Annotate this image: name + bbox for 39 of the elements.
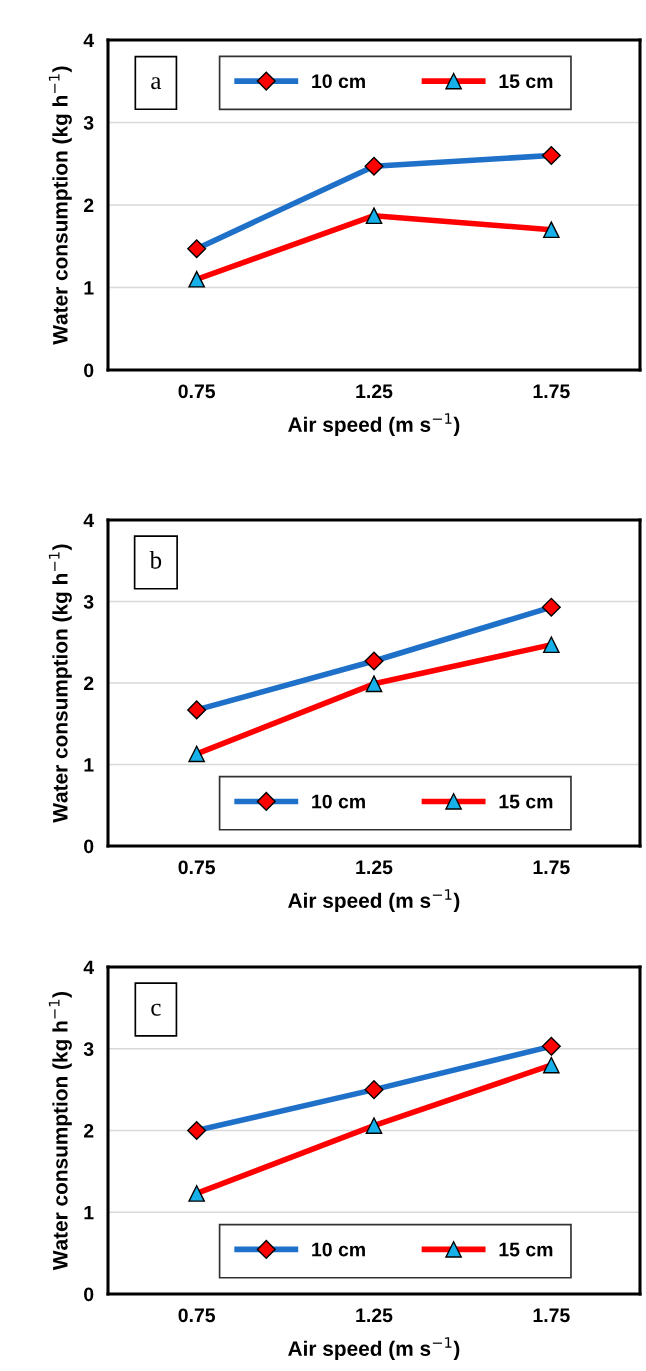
y-tick-label: 1: [84, 758, 94, 772]
y-tick-label: 3: [83, 1042, 94, 1057]
y-tick-label: 4: [83, 960, 95, 975]
x-tick-label: 1.25: [356, 1308, 393, 1323]
x-tick-label: 0.75: [178, 1308, 216, 1323]
legend-label: 10 cm: [312, 74, 365, 89]
y-tick-label: 2: [83, 676, 94, 691]
y-tick-label: 1: [84, 281, 94, 295]
legend-label: 10 cm: [312, 794, 365, 809]
x-tick-label: 0.75: [178, 384, 216, 399]
annotation: a: [151, 77, 162, 90]
x-tick-label: 1.75: [533, 860, 570, 875]
y-tick-label: 4: [83, 33, 95, 48]
y-tick-label: 1: [84, 1205, 94, 1220]
legend-label: 15 cm: [499, 74, 553, 89]
y-axis-title: Water consumption (kg h$^{−1}$): [48, 66, 72, 345]
legend-label: 15 cm: [499, 1242, 553, 1257]
x-axis-title: Air speed (m s$^{−1}$): [288, 1337, 460, 1361]
x-tick-label: 1.75: [533, 1308, 570, 1323]
y-axis-title: Water consumption (kg h$^{−1}$): [48, 544, 72, 823]
x-axis-title: Air speed (m s$^{−1}$): [288, 889, 460, 913]
y-tick-label: 0: [84, 1287, 94, 1302]
y-tick-label: 3: [83, 594, 94, 609]
y-tick-label: 2: [83, 198, 94, 213]
y-axis-title: Water consumption (kg h$^{−1}$): [48, 992, 72, 1271]
y-tick-label: 3: [83, 115, 94, 130]
legend-label: 10 cm: [312, 1242, 365, 1257]
y-tick-label: 2: [83, 1123, 94, 1138]
x-axis-title: Air speed (m s$^{−1}$): [288, 413, 460, 437]
annotation: b: [149, 551, 162, 569]
y-tick-label: 4: [83, 513, 95, 528]
x-tick-label: 1.75: [533, 384, 570, 399]
y-tick-label: 0: [84, 839, 94, 854]
x-tick-label: 1.25: [356, 384, 393, 399]
x-tick-label: 0.75: [178, 860, 216, 875]
y-tick-label: 0: [84, 363, 94, 378]
legend-label: 15 cm: [499, 794, 553, 809]
annotation: c: [151, 1003, 161, 1016]
x-tick-label: 1.25: [356, 860, 393, 875]
